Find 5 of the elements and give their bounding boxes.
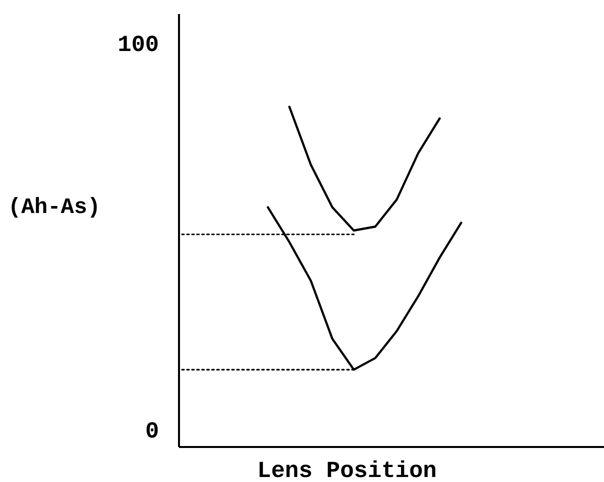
line-series (288, 106, 441, 232)
y-tick-label: 100 (118, 32, 159, 58)
x-axis-title: Lens Position (257, 458, 437, 482)
y-tick-label: 0 (145, 418, 159, 445)
y-axis-title: (Ah-As) (8, 194, 100, 220)
